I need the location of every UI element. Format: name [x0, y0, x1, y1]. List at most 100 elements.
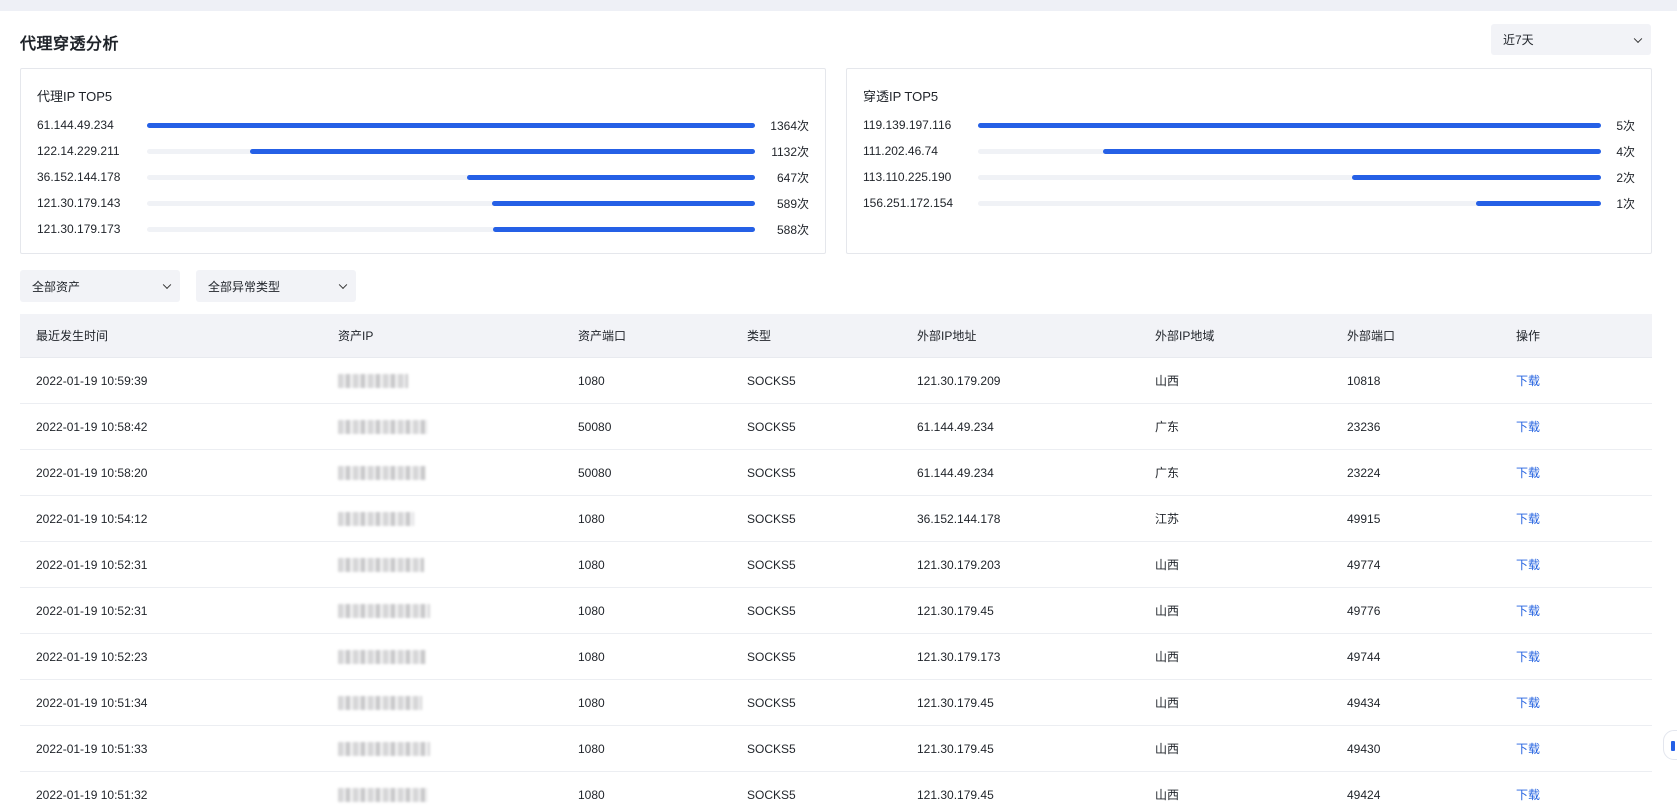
- cell-external-ip: 121.30.179.203: [917, 557, 1001, 572]
- bar-row: 36.152.144.178 647次: [37, 169, 809, 185]
- table-row: 2022-01-19 10:58:20 50080 SOCKS5 61.144.49.…: [20, 450, 1652, 496]
- bar-count: 1次: [1616, 196, 1635, 211]
- cell-action: 下载: [1516, 418, 1652, 435]
- proxy-ip-top5-card: 代理IP TOP5 61.144.49.234 1364次 122.14.229.2…: [20, 68, 826, 254]
- asset-filter-select[interactable]: 全部资产: [20, 270, 180, 302]
- bar-ip-label: 36.152.144.178: [37, 170, 121, 184]
- cell-external-port: 23224: [1347, 465, 1381, 480]
- cell-time: 2022-01-19 10:58:20: [36, 465, 148, 480]
- bar-row: 119.139.197.116 5次: [863, 117, 1635, 133]
- cell-external-port: 49430: [1347, 741, 1381, 756]
- floating-side-button[interactable]: [1663, 730, 1677, 760]
- bar-row: 61.144.49.234 1364次: [37, 117, 809, 133]
- table-row: 2022-01-19 10:51:32 1080 SOCKS5 121.30.179.…: [20, 772, 1652, 808]
- cell-type: SOCKS5: [747, 373, 796, 388]
- cell-external-port: 49915: [1347, 511, 1381, 526]
- bar-track: [147, 200, 755, 206]
- cell-asset-port: 1080: [578, 787, 605, 802]
- cell-external-ip: 121.30.179.209: [917, 373, 1001, 388]
- bar-fill: [1102, 148, 1601, 154]
- bar-fill: [492, 226, 755, 232]
- download-link[interactable]: 下载: [1516, 742, 1541, 756]
- cell-asset-port: 1080: [578, 649, 605, 664]
- bar-track: [147, 174, 755, 180]
- bar-count: 2次: [1616, 170, 1635, 185]
- download-link[interactable]: 下载: [1516, 558, 1541, 572]
- cell-action: 下载: [1516, 510, 1652, 527]
- cell-action: 下载: [1516, 694, 1652, 711]
- bar-track: [147, 122, 755, 128]
- cell-asset-ip: [338, 419, 578, 434]
- cell-asset-ip: [338, 511, 578, 526]
- redacted-asset-ip: [338, 465, 426, 480]
- table-body: 2022-01-19 10:59:39 1080 SOCKS5 121.30.179.…: [20, 358, 1652, 808]
- anomaly-type-filter-value: 全部异常类型: [208, 279, 281, 294]
- cell-action: 下载: [1516, 602, 1652, 619]
- bar-count: 1132次: [771, 144, 809, 159]
- cell-external-ip: 121.30.179.45: [917, 741, 994, 756]
- bar-ip-label: 113.110.225.190: [863, 170, 952, 184]
- card-title: 穿透IP TOP5: [863, 89, 939, 104]
- cell-external-region: 山西: [1155, 650, 1180, 664]
- cell-time: 2022-01-19 10:51:32: [36, 787, 148, 802]
- download-link[interactable]: 下载: [1516, 650, 1541, 664]
- time-range-select[interactable]: 近7天: [1491, 24, 1651, 55]
- bar-track: [978, 174, 1601, 180]
- cell-external-ip: 121.30.179.173: [917, 649, 1001, 664]
- cell-external-port: 49434: [1347, 695, 1381, 710]
- column-header-external-port: 外部端口: [1347, 329, 1396, 343]
- download-link[interactable]: 下载: [1516, 466, 1541, 480]
- cell-time: 2022-01-19 10:52:31: [36, 557, 148, 572]
- column-header-time: 最近发生时间: [36, 329, 109, 343]
- table-row: 2022-01-19 10:52:31 1080 SOCKS5 121.30.179.…: [20, 542, 1652, 588]
- cell-asset-port: 1080: [578, 511, 605, 526]
- cell-external-ip: 121.30.179.45: [917, 787, 994, 802]
- column-header-external-ip: 外部IP地址: [917, 329, 977, 343]
- cell-external-port: 49744: [1347, 649, 1381, 664]
- download-link[interactable]: 下载: [1516, 788, 1541, 802]
- cell-external-region: 山西: [1155, 374, 1180, 388]
- cell-external-region: 山西: [1155, 788, 1180, 802]
- bar-fill: [978, 122, 1601, 128]
- table-row: 2022-01-19 10:52:23 1080 SOCKS5 121.30.179.…: [20, 634, 1652, 680]
- cell-action: 下载: [1516, 464, 1652, 481]
- cell-external-port: 23236: [1347, 419, 1381, 434]
- table-row: 2022-01-19 10:54:12 1080 SOCKS5 36.152.144.…: [20, 496, 1652, 542]
- cell-action: 下载: [1516, 556, 1652, 573]
- download-link[interactable]: 下载: [1516, 420, 1541, 434]
- cell-external-ip: 121.30.179.45: [917, 695, 994, 710]
- redacted-asset-ip: [338, 603, 430, 618]
- cell-type: SOCKS5: [747, 465, 796, 480]
- cell-external-region: 山西: [1155, 696, 1180, 710]
- download-link[interactable]: 下载: [1516, 604, 1541, 618]
- bar-ip-label: 121.30.179.173: [37, 222, 121, 236]
- bar-ip-label: 121.30.179.143: [37, 196, 121, 210]
- bar-track: [978, 122, 1601, 128]
- bar-fill: [1351, 174, 1601, 180]
- cell-asset-ip: [338, 373, 578, 388]
- bar-row: 111.202.46.74 4次: [863, 143, 1635, 159]
- anomaly-type-filter-select[interactable]: 全部异常类型: [196, 270, 356, 302]
- cell-external-region: 山西: [1155, 742, 1180, 756]
- bar-track: [147, 226, 755, 232]
- cell-type: SOCKS5: [747, 787, 796, 802]
- cell-asset-ip: [338, 465, 578, 480]
- cell-external-region: 江苏: [1155, 512, 1180, 526]
- chevron-down-icon: [162, 280, 172, 290]
- download-link[interactable]: 下载: [1516, 512, 1541, 526]
- table-row: 2022-01-19 10:51:33 1080 SOCKS5 121.30.179.…: [20, 726, 1652, 772]
- cell-asset-port: 1080: [578, 741, 605, 756]
- cell-action: 下载: [1516, 786, 1652, 803]
- bar-count: 589次: [776, 196, 809, 211]
- bar-ip-label: 111.202.46.74: [863, 144, 938, 158]
- download-link[interactable]: 下载: [1516, 374, 1541, 388]
- cell-asset-port: 1080: [578, 373, 605, 388]
- cell-asset-port: 1080: [578, 603, 605, 618]
- cell-type: SOCKS5: [747, 695, 796, 710]
- cell-external-ip: 61.144.49.234: [917, 465, 994, 480]
- cell-type: SOCKS5: [747, 649, 796, 664]
- cell-action: 下载: [1516, 372, 1652, 389]
- table-row: 2022-01-19 10:59:39 1080 SOCKS5 121.30.179.…: [20, 358, 1652, 404]
- bar-fill: [492, 200, 755, 206]
- download-link[interactable]: 下载: [1516, 696, 1541, 710]
